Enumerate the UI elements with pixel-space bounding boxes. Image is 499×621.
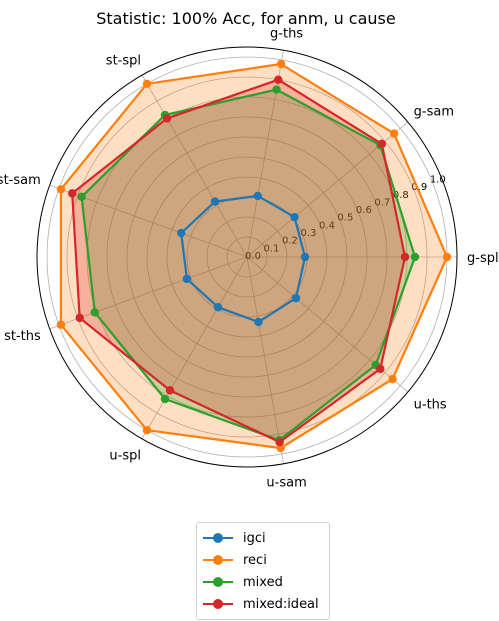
data-point-reci <box>389 129 399 138</box>
data-point-mixed-ideal <box>68 189 77 198</box>
radial-tick-label: 0.5 <box>337 213 353 224</box>
axis-label-u-sam: u-sam <box>266 476 306 491</box>
series-line-mixed <box>80 88 417 442</box>
data-point-mixed <box>160 394 170 404</box>
chart-legend: igci reci mixed mixed:ideal <box>196 522 330 620</box>
radial-tick-label: 0.3 <box>300 228 316 239</box>
legend-item: igci <box>203 527 323 549</box>
data-point-mixed-ideal <box>274 75 283 84</box>
legend-item: reci <box>203 549 323 571</box>
series-line-reci <box>59 62 449 450</box>
radial-tick-label: 0.4 <box>319 220 335 231</box>
radial-tick-label: 0.0 <box>245 251 261 262</box>
data-point-igci <box>210 197 220 206</box>
data-point-igci <box>182 274 192 284</box>
data-point-mixed <box>77 192 86 202</box>
data-point-igci <box>253 191 262 201</box>
legend-swatch <box>203 553 233 567</box>
data-point-igci <box>177 228 186 238</box>
radial-tick-label: 0.7 <box>374 197 390 208</box>
polar-frame <box>36 46 458 468</box>
legend-label: mixed <box>243 574 283 590</box>
radial-tick-label: 0.8 <box>393 190 409 201</box>
legend-item: mixed:ideal <box>203 593 323 615</box>
axis-label-st-sam: st-sam <box>0 173 41 188</box>
radial-tick-label: 0.6 <box>356 205 372 216</box>
series-fills <box>60 64 448 449</box>
series-fill-reci <box>60 64 448 449</box>
series-fill-mixed-ideal <box>72 79 405 443</box>
data-point-mixed <box>272 85 281 94</box>
data-point-mixed-ideal <box>377 139 387 149</box>
legend-item: mixed <box>203 571 323 593</box>
radial-tick-label: 0.2 <box>282 236 298 247</box>
legend-swatch <box>203 575 233 589</box>
data-point-reci <box>142 79 152 88</box>
data-point-mixed-ideal <box>275 437 284 447</box>
axis-label-st-spl: st-spl <box>106 54 141 69</box>
data-point-reci <box>388 374 397 384</box>
data-point-reci <box>56 320 66 329</box>
data-point-mixed-ideal <box>162 114 172 123</box>
axis-label-u-spl: u-spl <box>109 448 141 463</box>
data-point-mixed-ideal <box>75 313 84 323</box>
legend-label: igci <box>243 530 266 546</box>
data-point-mixed-ideal <box>165 386 175 395</box>
axis-label-g-spl: g-spl <box>467 251 499 266</box>
axis-label-g-sam: g-sam <box>414 104 454 119</box>
axis-label-u-ths: u-ths <box>414 398 447 413</box>
data-point-mixed <box>90 308 99 317</box>
axis-labels: g-spl g-sam g-ths st-spl st-sam st-ths u-spl u-… <box>0 26 499 490</box>
series-points <box>56 59 452 453</box>
radial-tick-label: 0.9 <box>411 182 427 193</box>
series-line-mixed-ideal <box>71 78 407 444</box>
data-point-igci <box>213 303 223 312</box>
legend-swatch <box>203 531 233 545</box>
axis-label-st-ths: st-ths <box>4 329 41 344</box>
grid-spoke <box>246 50 284 258</box>
radial-tick-label: 0.1 <box>264 243 280 254</box>
series-fill-mixed <box>81 89 415 441</box>
data-point-mixed-ideal <box>376 364 385 374</box>
grid-spoke <box>246 256 284 464</box>
grid-spoke <box>141 74 248 258</box>
data-point-reci <box>276 59 286 69</box>
data-point-reci <box>56 185 66 194</box>
legend-label: reci <box>243 552 267 568</box>
data-point-reci <box>442 252 452 262</box>
data-point-igci <box>300 252 310 262</box>
data-point-igci <box>290 212 299 222</box>
chart-title: Statistic: 100% Acc, for anm, u cause <box>96 9 395 28</box>
data-point-reci <box>142 426 152 435</box>
series-lines <box>59 62 449 450</box>
grid-spoke <box>141 256 248 440</box>
legend-swatch <box>203 597 233 611</box>
legend-label: mixed:ideal <box>243 596 319 612</box>
radial-tick-labels: 0.00.10.20.30.40.50.60.70.80.91.0 <box>245 174 446 262</box>
axis-label-g-ths: g-ths <box>270 26 303 41</box>
data-point-igci <box>291 293 301 303</box>
radial-tick-label: 1.0 <box>430 174 446 185</box>
series-line-igci <box>180 194 307 324</box>
data-point-mixed <box>410 252 420 262</box>
data-point-mixed-ideal <box>400 252 410 262</box>
data-point-igci <box>254 317 263 327</box>
